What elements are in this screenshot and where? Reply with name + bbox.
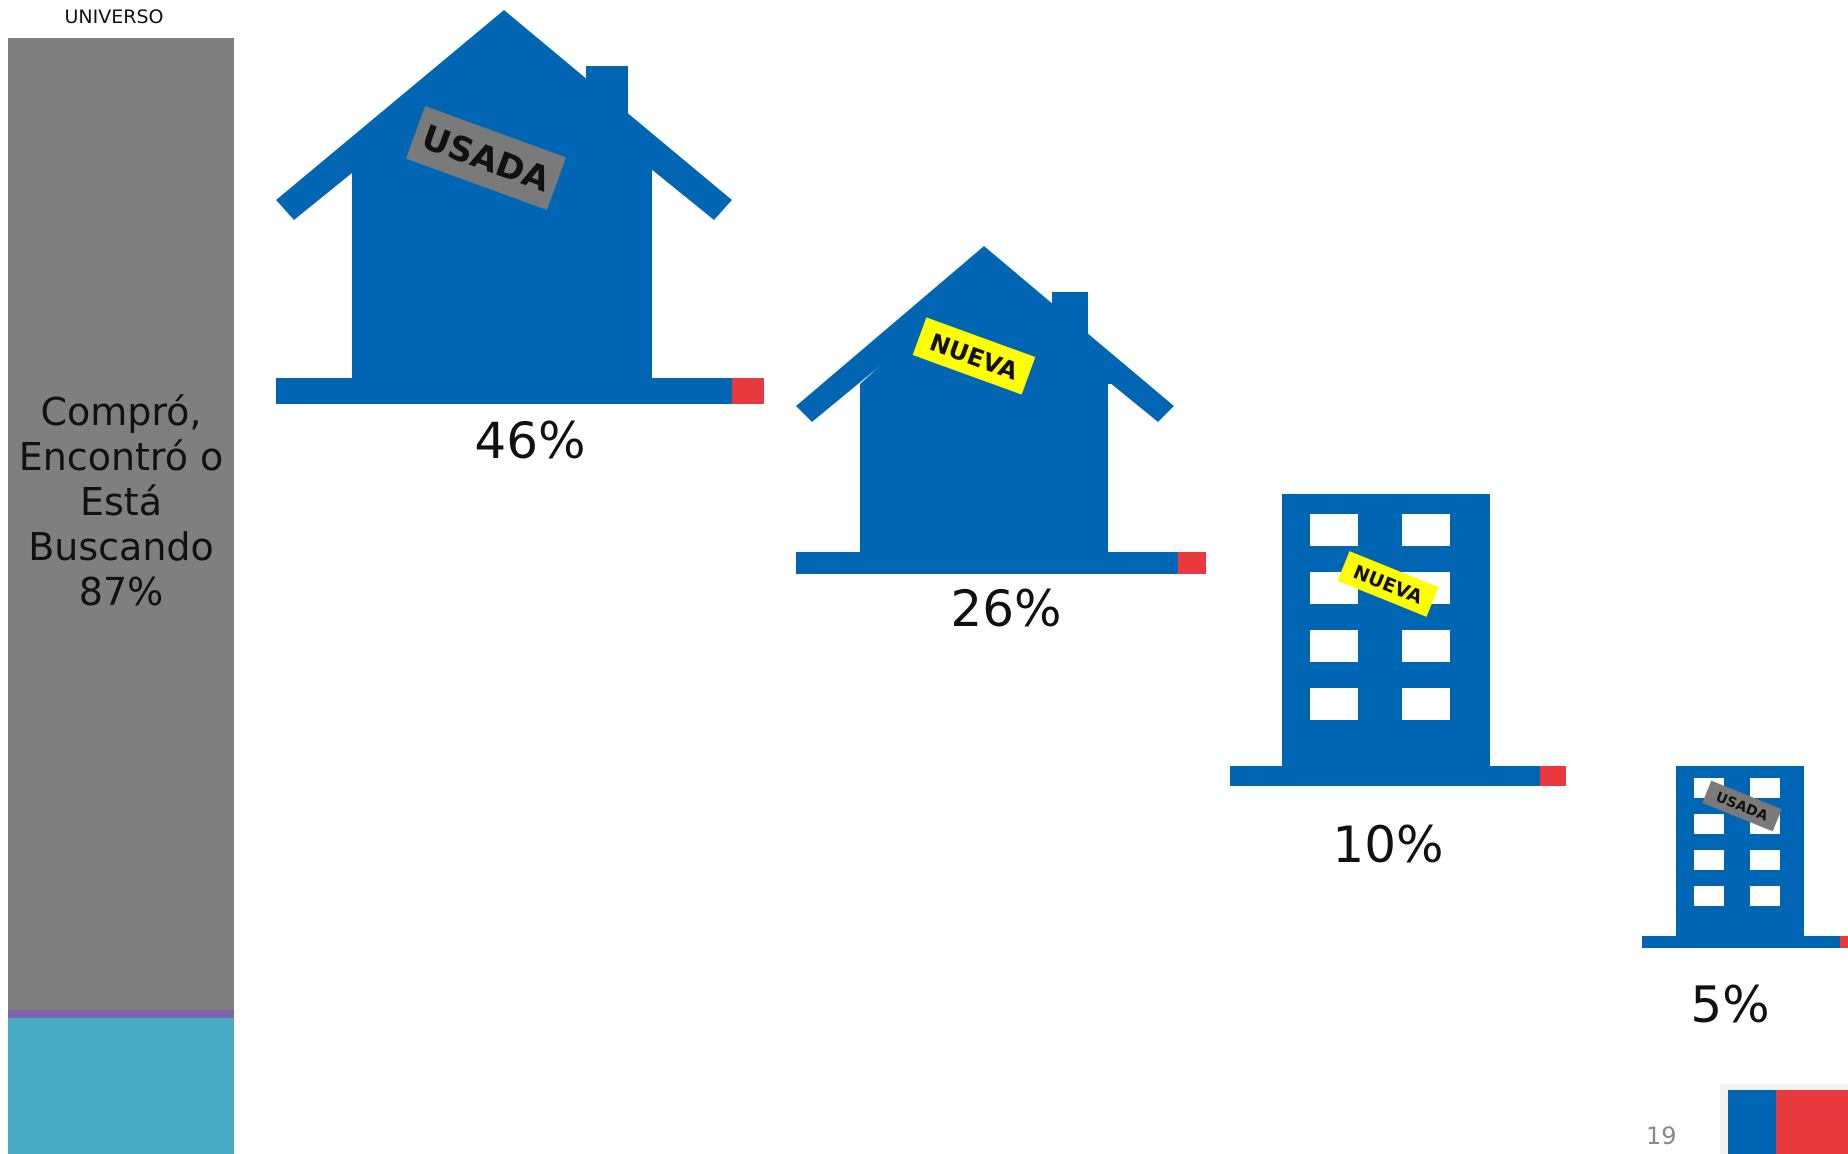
universe-label: UNIVERSO (64, 6, 164, 28)
universe-gray-segment (8, 38, 234, 1010)
universe-divider (8, 1010, 234, 1018)
percent-used-building: 5% (1690, 976, 1770, 1034)
universe-bar: Compró, Encontró o Está Buscando 87% (8, 38, 234, 1154)
percent-new-building: 10% (1332, 816, 1444, 874)
house-used-icon: USADA (276, 10, 764, 404)
used-tag (405, 106, 567, 210)
universe-text: Compró, Encontró o Está Buscando 87% (18, 390, 224, 614)
page-number: 19 (1646, 1122, 1677, 1150)
percent-used-house: 46% (474, 412, 586, 470)
building-used-icon: USADA (1642, 766, 1848, 948)
new-tag (912, 317, 1036, 395)
building-new-icon: NUEVA (1230, 494, 1566, 786)
used-tag (1702, 780, 1782, 832)
new-tag (1337, 551, 1439, 617)
house-new-icon: NUEVA (796, 246, 1206, 574)
brand-logo (1712, 1084, 1848, 1154)
universe-teal-segment (8, 1018, 234, 1154)
percent-new-house: 26% (950, 580, 1062, 638)
